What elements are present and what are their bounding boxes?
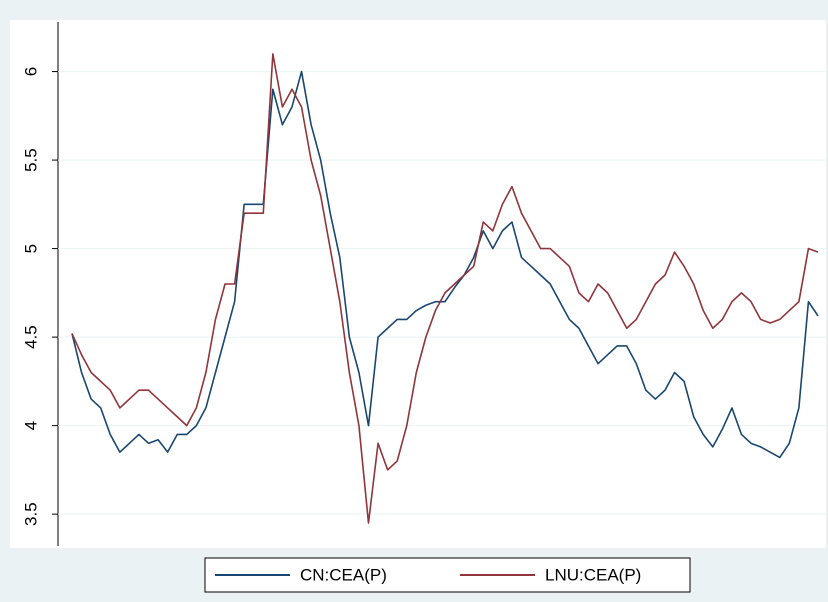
legend-label: CN:CEA(P) (300, 565, 387, 584)
y-tick-label: 5 (21, 244, 40, 253)
y-tick-label: 4 (21, 421, 40, 430)
series-line (71, 70, 819, 459)
legend (204, 557, 691, 593)
y-tick-label: 5.5 (21, 148, 40, 172)
legend-label: LNU:CEA(P) (545, 565, 641, 584)
y-tick-label: 6 (21, 67, 40, 76)
y-tick-label: 4.5 (21, 325, 40, 349)
y-tick-label: 3.5 (21, 502, 40, 526)
series-line (71, 53, 819, 524)
plot-region (10, 20, 826, 548)
